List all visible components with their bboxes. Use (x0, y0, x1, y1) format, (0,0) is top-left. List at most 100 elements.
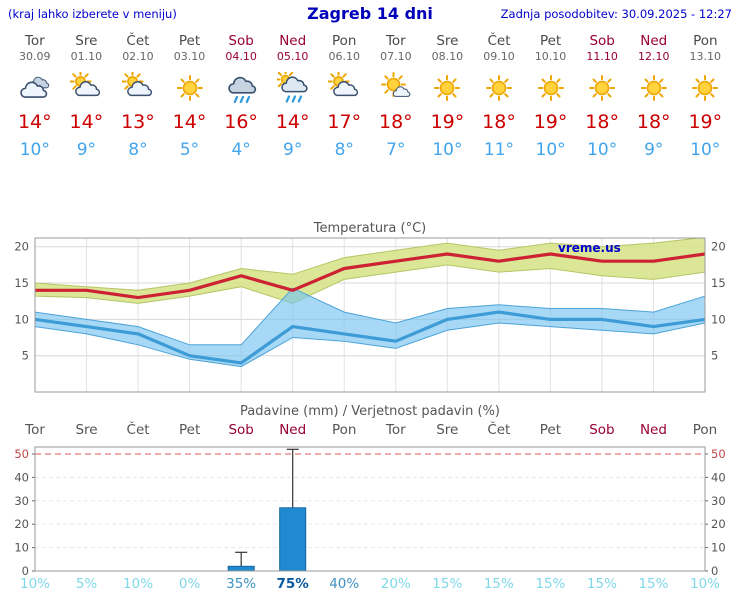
mostly-sunny-icon (370, 72, 422, 108)
precip-probability-label: 5% (75, 576, 98, 592)
day-name-label: Ned (640, 33, 668, 49)
precip-day-label: Sob (228, 422, 254, 438)
day-date-label: 10.10 (534, 50, 567, 63)
day-date-label: 04.10 (225, 50, 257, 63)
svg-text:50: 50 (711, 447, 726, 461)
day-date-label: 05.10 (276, 50, 309, 63)
day-column: Sre 08.10 19° 10° (422, 30, 474, 160)
precip-day-label: Pon (331, 422, 357, 438)
day-column: Tor 07.10 18° 7° (370, 30, 422, 160)
precip-probability-label: 20% (380, 576, 411, 592)
day-name-label: Pet (539, 33, 562, 49)
day-date-label: 09.10 (483, 50, 515, 63)
cloudy-icon (9, 72, 61, 108)
tmax-label: 18° (482, 111, 516, 133)
day-name-label: Sre (436, 33, 459, 49)
day-name-label: Ned (279, 33, 307, 49)
day-date-label: 11.10 (586, 50, 618, 63)
partly-cloudy-icon (61, 70, 113, 108)
day-date-label: 12.10 (637, 50, 670, 63)
svg-text:10: 10 (14, 312, 29, 326)
precip-day-label: Čet (487, 422, 511, 438)
precip-probability-label: 0% (178, 576, 201, 592)
day-date-label: 30.09 (19, 50, 51, 63)
tmin-label: 9° (283, 140, 303, 160)
svg-text:0: 0 (22, 564, 29, 578)
tmin-label: 8° (334, 140, 354, 160)
tmax-label: 19° (533, 111, 568, 133)
tmax-label: 14° (17, 111, 52, 133)
tmax-label: 17° (327, 111, 362, 133)
precip-probability-label: 35% (226, 576, 257, 592)
precip-day-label: Pet (178, 422, 201, 438)
sunny-icon (473, 72, 525, 108)
day-date-label: 06.10 (328, 50, 361, 63)
day-name-label: Sob (589, 33, 615, 49)
tmin-label: 10° (19, 140, 50, 160)
day-date-label: 08.10 (431, 50, 464, 63)
tmax-label: 14° (69, 111, 104, 133)
day-name-label: Sre (75, 33, 98, 49)
precip-day-label: Sre (436, 422, 459, 438)
tmax-label: 13° (121, 111, 155, 133)
svg-text:0: 0 (711, 564, 718, 578)
day-name-label: Čet (487, 33, 511, 49)
tmax-label: 18° (636, 111, 671, 133)
tmax-label: 19° (430, 111, 465, 133)
partly-cloudy-icon (112, 70, 164, 108)
day-column: Pet 10.10 19° 10° (525, 30, 577, 160)
tmax-label: 14° (172, 111, 207, 133)
sunny-icon (164, 72, 216, 108)
svg-text:20: 20 (14, 517, 29, 531)
tmin-label: 10° (587, 140, 618, 160)
sunny-icon (525, 72, 577, 108)
precip-probability-label: 75% (276, 576, 309, 592)
svg-text:40: 40 (711, 470, 726, 484)
svg-text:30: 30 (711, 494, 726, 508)
precip-probability-label: 10% (689, 576, 721, 592)
day-column: Sob 11.10 18° 10° (576, 30, 628, 160)
tmin-label: 10° (690, 140, 721, 160)
precip-day-label: Sre (75, 422, 98, 438)
day-name-label: Tor (24, 33, 45, 49)
day-date-label: 01.10 (70, 50, 103, 63)
day-name-label: Čet (126, 33, 150, 49)
sunny-icon (628, 72, 680, 108)
precip-day-label: Ned (639, 422, 667, 438)
svg-text:20: 20 (711, 517, 726, 531)
precip-day-labels-row: Tor Sre Čet Pet Sob Ned Pon Tor Sre Čet Pet Sob Ned P… (0, 422, 740, 440)
day-column: Čet 09.10 18° 11° (473, 30, 525, 160)
day-date-label: 13.10 (689, 50, 722, 63)
svg-text:40: 40 (14, 470, 29, 484)
day-name-label: Sob (228, 33, 254, 49)
day-column: Sob 04.10 16° 4° (215, 30, 267, 160)
svg-text:10: 10 (14, 541, 29, 555)
temperature-chart-title: Temperatura (°C) (313, 221, 427, 236)
tmin-label: 9° (76, 140, 97, 160)
svg-text:50: 50 (14, 447, 29, 461)
day-column: Pon 06.10 17° 8° (318, 30, 370, 160)
precip-probability-label: 15% (483, 576, 514, 592)
precip-day-label: Sob (589, 422, 615, 438)
tmax-label: 18° (585, 111, 619, 133)
day-name-label: Pon (693, 33, 718, 49)
precip-probability-label: 10% (19, 576, 51, 592)
tmin-label: 11° (483, 140, 515, 160)
temperature-chart: 5 5 10 10 15 15 20 20 (14, 237, 726, 393)
precip-day-label: Tor (25, 422, 45, 438)
sunny-icon (576, 72, 628, 108)
svg-text:15: 15 (711, 276, 726, 290)
precip-probability-label: 40% (329, 576, 360, 592)
tmin-label: 10° (535, 140, 566, 160)
tmax-label: 14° (275, 111, 310, 133)
day-date-label: 02.10 (122, 50, 154, 63)
sunny-icon (422, 72, 474, 108)
day-column: Pon 13.10 19° 10° (680, 30, 732, 160)
precip-probability-label: 15% (586, 576, 617, 592)
day-column: Ned 12.10 18° 9° (628, 30, 680, 160)
tmax-label: 18° (378, 111, 413, 133)
tmax-label: 16° (224, 111, 258, 133)
rain-sun-icon (267, 69, 319, 108)
tmax-label: 19° (688, 111, 723, 133)
day-name-label: Pet (178, 33, 201, 49)
